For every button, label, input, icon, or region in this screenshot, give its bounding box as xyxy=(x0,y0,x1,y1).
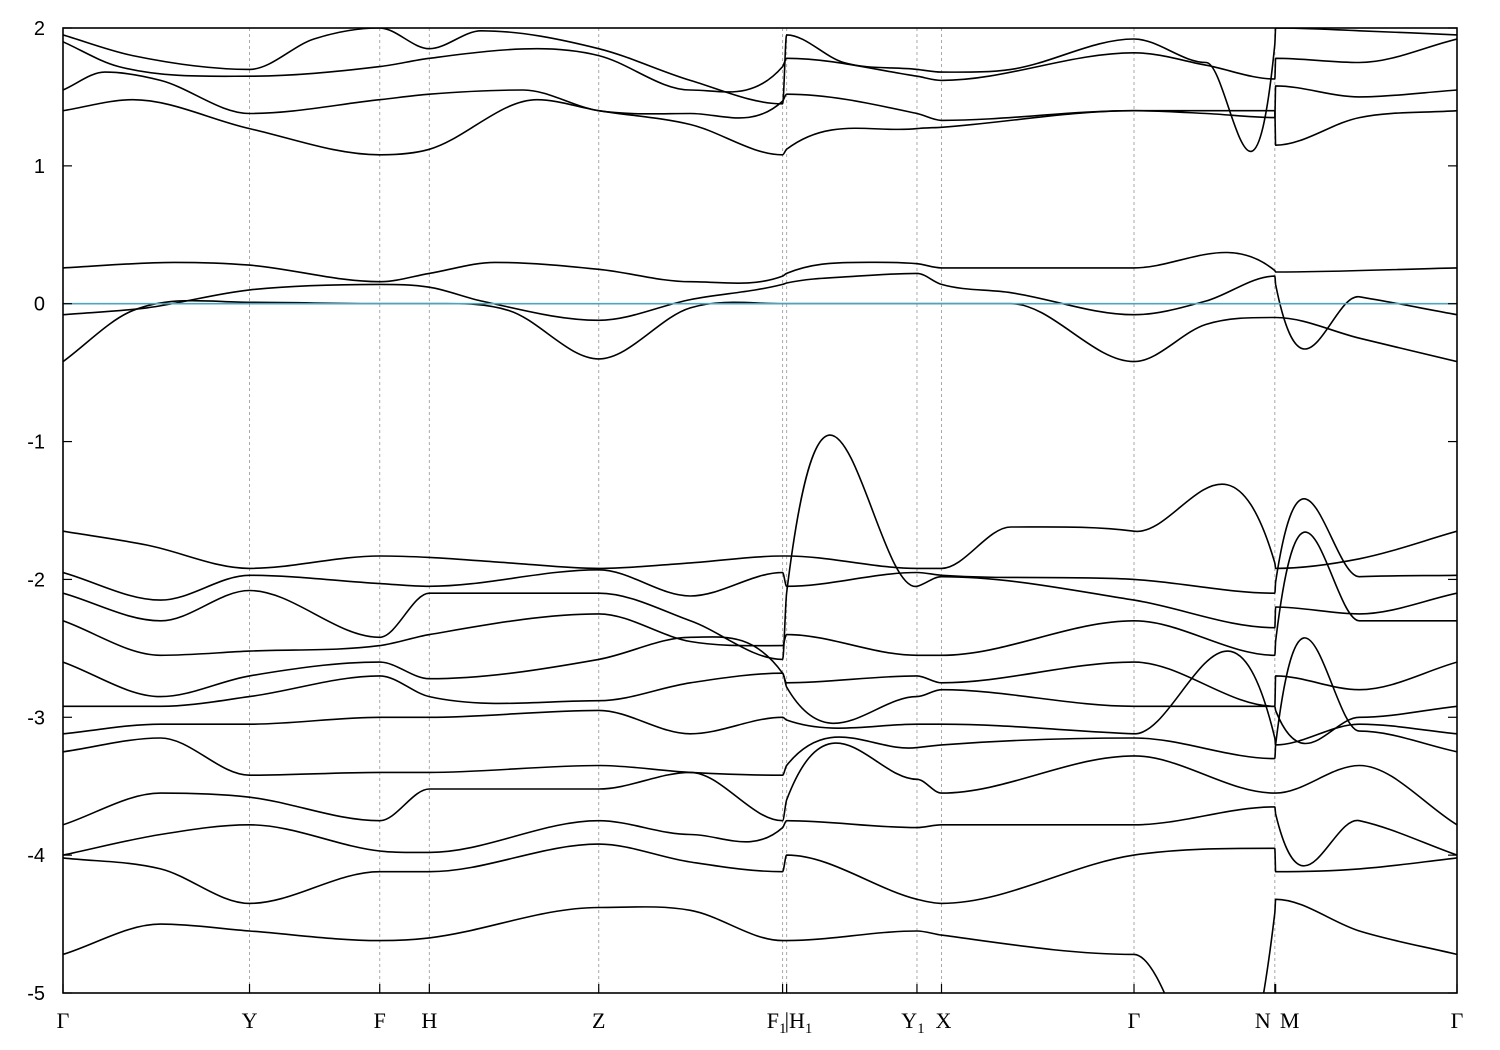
y-tick-label-1: 1 xyxy=(34,156,45,178)
band-line-4 xyxy=(63,251,1457,285)
band-line-8 xyxy=(63,498,1457,601)
band-lines xyxy=(63,28,1457,993)
band-line-7 xyxy=(63,483,1457,570)
y-tick-label-3: -1 xyxy=(27,432,45,454)
band-line-17 xyxy=(63,843,1457,905)
band-line-15 xyxy=(63,742,1457,826)
kpoint-label-8: X xyxy=(936,1008,952,1033)
band-line-0 xyxy=(63,28,1457,153)
kpoint-label-4: Z xyxy=(592,1008,605,1033)
kpoint-label-5: F1 xyxy=(767,1008,787,1037)
band-line-6 xyxy=(63,299,1457,363)
kpoint-label-1: Y xyxy=(242,1008,258,1033)
band-line-12 xyxy=(63,672,1457,745)
kpoint-label-3: H xyxy=(421,1008,437,1033)
band-line-16 xyxy=(63,806,1457,867)
y-tick-label-6: -4 xyxy=(27,845,45,867)
band-line-5 xyxy=(63,272,1457,350)
y-tick-label-2: 0 xyxy=(34,294,45,316)
band-line-18 xyxy=(63,898,1457,993)
axes xyxy=(62,27,1458,994)
kpoint-label-10: N xyxy=(1255,1008,1271,1033)
x-kpoint-labels: Γ Y F H Z F1|H1 Y1 X Γ N M Γ xyxy=(57,1008,1464,1037)
band-line-14 xyxy=(63,637,1457,776)
y-tick-label-5: -3 xyxy=(27,707,45,729)
kpoint-label-2: F xyxy=(374,1008,386,1033)
kpoint-label-11: M xyxy=(1280,1008,1300,1033)
kpoint-label-0: Γ xyxy=(57,1008,70,1033)
plot-frame xyxy=(62,27,1458,994)
band-line-11 xyxy=(63,636,1457,708)
y-tick-label-0: 2 xyxy=(34,18,45,40)
y-tick-label-4: -2 xyxy=(27,569,45,591)
kpoint-label-7: Y1 xyxy=(901,1008,924,1037)
y-tick-label-7: -5 xyxy=(27,983,45,1005)
y-tick-labels: 2 1 0 -1 -2 -3 -4 -5 xyxy=(27,18,45,1005)
band-line-3 xyxy=(63,98,1457,156)
kpoint-label-6: |H1 xyxy=(785,1008,813,1037)
kpoint-label-9: Γ xyxy=(1128,1008,1141,1033)
high-symmetry-lines xyxy=(249,28,1276,993)
band-line-9 xyxy=(63,434,1457,661)
kpoint-label-12: Γ xyxy=(1451,1008,1464,1033)
band-line-10 xyxy=(63,531,1457,657)
band-line-1 xyxy=(63,38,1457,93)
band-line-13 xyxy=(63,650,1457,746)
band-line-2 xyxy=(63,71,1457,122)
